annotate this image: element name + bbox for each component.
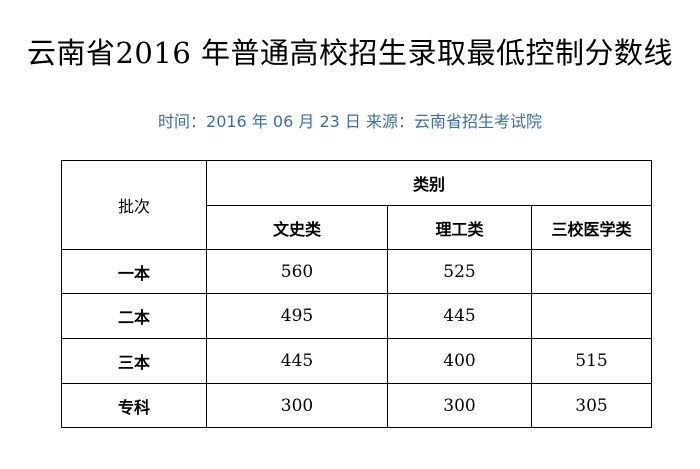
table-row: 专科 300 300 305 (61, 383, 652, 428)
header-category: 类别 (206, 160, 652, 206)
header-batch: 批次 (61, 160, 207, 250)
header-col: 三校医学类 (531, 205, 652, 250)
batch-cell: 专科 (61, 383, 207, 428)
header-col: 文史类 (206, 205, 388, 250)
score-cell: 445 (387, 293, 532, 339)
page-title: 云南省2016 年普通高校招生录取最低控制分数线 (26, 36, 674, 70)
score-table: 批次 类别 文史类 理工类 三校医学类 一本 560 525 二本 495 44… (61, 160, 652, 428)
source-info: 时间：2016 年 06 月 23 日 来源：云南省招生考试院 (158, 112, 542, 131)
table-row: 一本 560 525 (61, 249, 652, 294)
header-col: 理工类 (387, 205, 532, 250)
batch-cell: 三本 (61, 338, 207, 384)
score-cell: 560 (206, 249, 388, 294)
table-row: 二本 495 445 (61, 293, 652, 339)
batch-cell: 二本 (61, 293, 207, 339)
score-cell: 445 (206, 338, 388, 384)
score-cell: 300 (387, 383, 532, 428)
score-cell: 515 (531, 338, 652, 384)
table-row: 三本 445 400 515 (61, 338, 652, 384)
score-cell: 300 (206, 383, 388, 428)
score-cell: 525 (387, 249, 532, 294)
score-cell: 400 (387, 338, 532, 384)
score-cell (531, 249, 652, 294)
score-cell (531, 293, 652, 339)
batch-cell: 一本 (61, 249, 207, 294)
score-cell: 495 (206, 293, 388, 339)
score-cell: 305 (531, 383, 652, 428)
